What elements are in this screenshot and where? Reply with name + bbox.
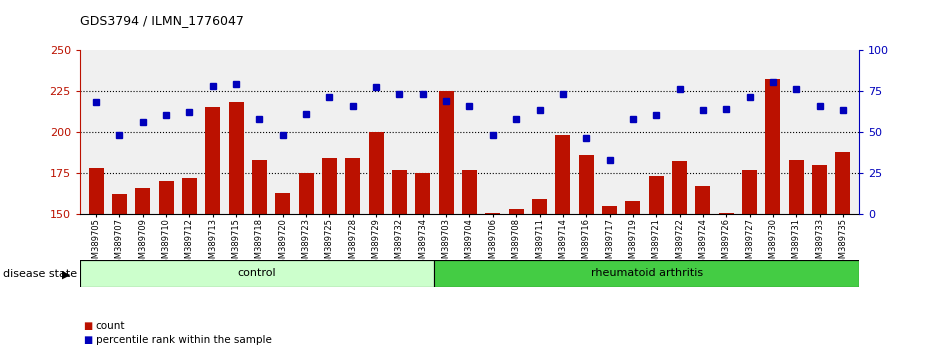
Text: count: count xyxy=(96,321,125,331)
Bar xyxy=(182,178,197,214)
Text: disease state: disease state xyxy=(3,269,77,279)
Bar xyxy=(649,176,664,214)
Bar xyxy=(206,107,221,214)
Bar xyxy=(88,168,103,214)
Bar xyxy=(346,158,361,214)
Bar xyxy=(462,170,477,214)
Bar xyxy=(159,181,174,214)
Bar xyxy=(392,170,408,214)
Bar xyxy=(80,260,434,287)
Bar xyxy=(555,135,570,214)
Text: rheumatoid arthritis: rheumatoid arthritis xyxy=(591,268,702,279)
Bar xyxy=(252,160,267,214)
Bar xyxy=(836,152,851,214)
Bar xyxy=(718,212,733,214)
Bar xyxy=(509,209,524,214)
Text: control: control xyxy=(238,268,276,279)
Bar xyxy=(531,199,547,214)
Bar xyxy=(112,194,127,214)
Bar xyxy=(415,173,430,214)
Bar xyxy=(369,132,384,214)
Bar xyxy=(434,260,859,287)
Bar xyxy=(228,102,244,214)
Bar xyxy=(299,173,314,214)
Text: ■: ■ xyxy=(83,335,92,345)
Bar xyxy=(695,186,711,214)
Bar xyxy=(742,170,757,214)
Bar xyxy=(789,160,804,214)
Bar xyxy=(275,193,290,214)
Bar xyxy=(672,161,687,214)
Bar xyxy=(485,212,500,214)
Text: GDS3794 / ILMN_1776047: GDS3794 / ILMN_1776047 xyxy=(80,14,244,27)
Bar xyxy=(135,188,150,214)
Text: ▶: ▶ xyxy=(62,269,70,279)
Bar xyxy=(578,155,593,214)
Bar xyxy=(602,206,617,214)
Text: ■: ■ xyxy=(83,321,92,331)
Bar xyxy=(625,201,640,214)
Bar xyxy=(812,165,827,214)
Bar xyxy=(439,91,454,214)
Text: percentile rank within the sample: percentile rank within the sample xyxy=(96,335,271,345)
Bar xyxy=(322,158,337,214)
Bar xyxy=(765,79,780,214)
